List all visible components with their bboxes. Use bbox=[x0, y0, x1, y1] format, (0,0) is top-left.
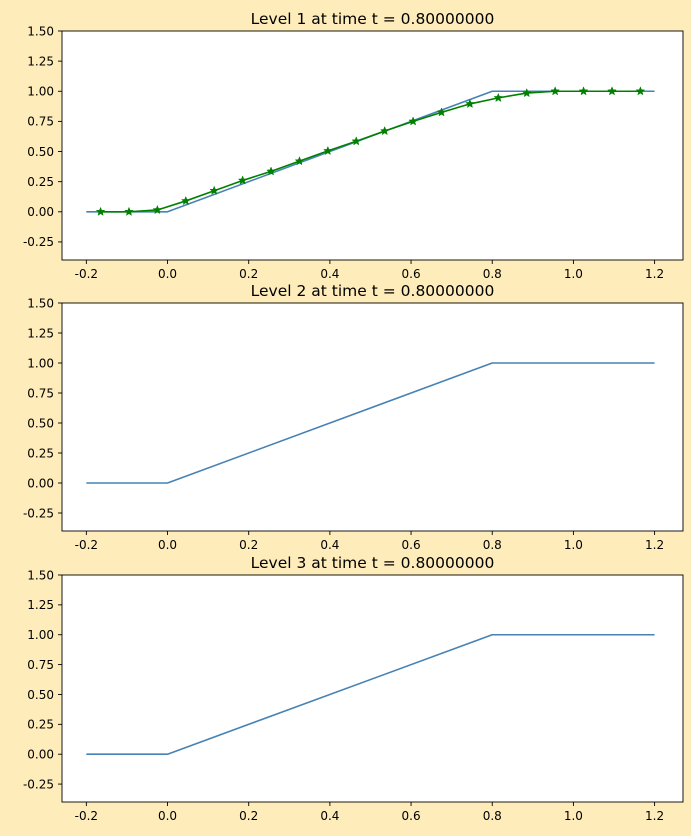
axes-frame bbox=[61, 302, 684, 532]
data-point bbox=[465, 98, 475, 109]
data-point bbox=[152, 204, 163, 215]
data-point bbox=[635, 86, 646, 96]
x-tick-label: 1.0 bbox=[564, 538, 583, 552]
x-tick-label: -0.2 bbox=[75, 267, 98, 281]
x-tick-label: 1.0 bbox=[564, 267, 583, 281]
x-tick-label: 0.8 bbox=[483, 267, 502, 281]
x-tick-label: 0.6 bbox=[402, 538, 421, 552]
data-point bbox=[209, 185, 220, 195]
data-point bbox=[379, 125, 390, 136]
y-tick-label: -0.25 bbox=[23, 777, 54, 791]
data-point bbox=[607, 86, 617, 96]
series-line-2 bbox=[100, 90, 641, 213]
x-tick-label: 1.2 bbox=[645, 267, 664, 281]
subplot-level-1: Level 1 at time t = 0.80000000 -0.2 0.0 0.2… bbox=[23, 10, 684, 281]
data-point bbox=[294, 156, 305, 166]
x-tick-label: 0.0 bbox=[158, 809, 177, 823]
chart-title: Level 1 at time t = 0.80000000 bbox=[251, 10, 495, 28]
x-tick-label: 0.4 bbox=[320, 809, 339, 823]
subplot-level-3: Level 3 at time t = 0.80000000 -0.2 0.0 0.2… bbox=[23, 554, 684, 823]
x-tick-label: 0.2 bbox=[239, 809, 258, 823]
y-tick-label: 0.50 bbox=[27, 145, 54, 159]
x-tick-label: 0.0 bbox=[158, 267, 177, 281]
y-tick-label: 0.25 bbox=[27, 446, 54, 460]
y-tick-label: 0.25 bbox=[27, 175, 54, 189]
data-point bbox=[124, 206, 134, 216]
x-tick-label: 0.2 bbox=[239, 538, 258, 552]
data-point bbox=[493, 92, 504, 103]
y-tick-label: 0.00 bbox=[27, 476, 54, 490]
data-point bbox=[323, 145, 333, 156]
y-tick-label: -0.25 bbox=[23, 235, 54, 249]
y-tick-label: 1.25 bbox=[27, 54, 54, 68]
data-point bbox=[237, 175, 248, 185]
y-tick-label: 0.50 bbox=[27, 688, 54, 702]
y-tick-label: 0.75 bbox=[27, 658, 54, 672]
x-tick-label: 0.0 bbox=[158, 538, 177, 552]
y-tick-label: 0.00 bbox=[27, 205, 54, 219]
chart-title: Level 3 at time t = 0.80000000 bbox=[251, 554, 495, 572]
y-tick-label: -0.25 bbox=[23, 506, 54, 520]
y-tick-label: 0.25 bbox=[27, 718, 54, 732]
data-point bbox=[266, 166, 276, 176]
y-tick-label: 1.50 bbox=[27, 568, 54, 582]
x-tick-label: 0.8 bbox=[483, 809, 502, 823]
y-tick-label: 1.25 bbox=[27, 326, 54, 340]
chart-title: Level 2 at time t = 0.80000000 bbox=[251, 282, 495, 300]
plot-area bbox=[62, 31, 683, 260]
x-tick-label: 0.6 bbox=[402, 267, 421, 281]
plot-area bbox=[62, 303, 683, 531]
data-point bbox=[578, 86, 589, 96]
data-point bbox=[95, 206, 106, 216]
data-point bbox=[436, 107, 447, 117]
x-tick-label: 1.2 bbox=[645, 809, 664, 823]
data-point bbox=[521, 87, 532, 98]
y-tick-label: 0.75 bbox=[27, 386, 54, 400]
y-tick-label: 1.00 bbox=[27, 85, 54, 99]
series-line-1 bbox=[86, 633, 655, 756]
x-tick-label: 0.4 bbox=[320, 538, 339, 552]
x-tick-label: 1.2 bbox=[645, 538, 664, 552]
plot-area bbox=[62, 575, 683, 802]
series-line-1 bbox=[86, 362, 655, 484]
y-tick-label: 1.00 bbox=[27, 628, 54, 642]
y-tick-label: 1.50 bbox=[27, 24, 54, 38]
data-point bbox=[550, 86, 560, 96]
x-tick-label: 0.2 bbox=[239, 267, 258, 281]
axes-frame bbox=[61, 574, 684, 803]
x-tick-label: 0.8 bbox=[483, 538, 502, 552]
data-point bbox=[351, 136, 362, 146]
y-tick-label: 0.75 bbox=[27, 115, 54, 129]
x-tick-label: -0.2 bbox=[75, 538, 98, 552]
x-tick-label: 0.6 bbox=[402, 809, 421, 823]
data-point bbox=[408, 116, 418, 126]
x-tick-label: 1.0 bbox=[564, 809, 583, 823]
x-tick-label: 0.4 bbox=[320, 267, 339, 281]
y-tick-label: 0.50 bbox=[27, 416, 54, 430]
axes-frame bbox=[61, 30, 684, 261]
x-tick-label: -0.2 bbox=[75, 809, 98, 823]
subplot-level-2: Level 2 at time t = 0.80000000 -0.2 0.0 0.2… bbox=[23, 282, 684, 552]
y-tick-label: 1.50 bbox=[27, 296, 54, 310]
data-point bbox=[180, 195, 191, 206]
y-tick-label: 1.00 bbox=[27, 356, 54, 370]
y-tick-label: 0.00 bbox=[27, 748, 54, 762]
y-tick-label: 1.25 bbox=[27, 598, 54, 612]
